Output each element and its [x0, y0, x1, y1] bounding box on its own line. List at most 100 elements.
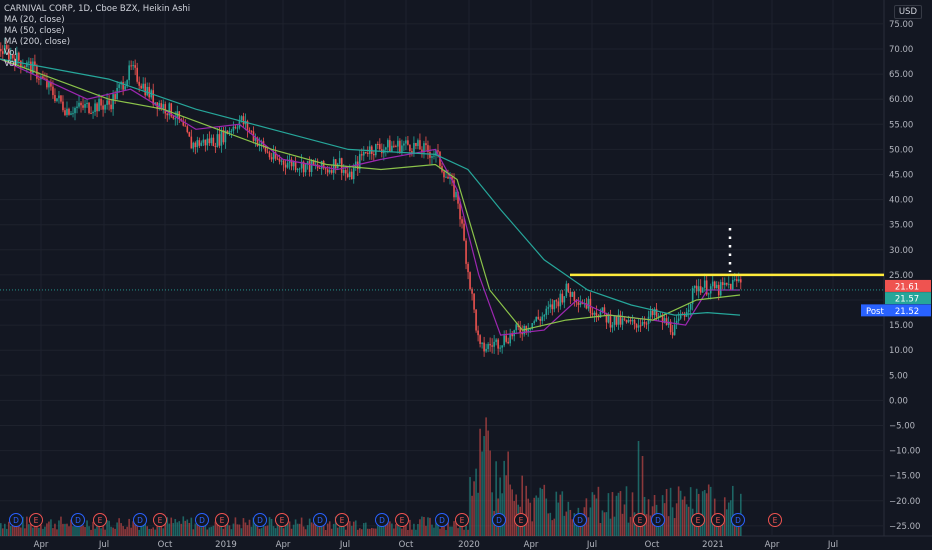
volume-bar — [667, 516, 670, 536]
candle-body — [348, 171, 351, 178]
candle-body — [148, 86, 151, 98]
candle-body — [346, 173, 349, 178]
marker-dividend-circle — [253, 513, 267, 527]
candle-body — [713, 281, 716, 289]
candle-body — [515, 324, 517, 331]
candle-body — [170, 103, 173, 117]
marker-dividend-label: D — [577, 516, 583, 525]
candle-body — [629, 319, 632, 322]
volume-bar — [385, 523, 387, 536]
volume-bar — [254, 524, 257, 536]
marker-dividend-label: D — [735, 516, 741, 525]
volume-bar — [649, 515, 652, 536]
volume-bar — [86, 520, 88, 536]
volume-bar — [485, 417, 487, 536]
currency-label[interactable]: USD — [893, 5, 922, 19]
legend-ma20[interactable]: MA (20, close) — [4, 15, 65, 25]
volume-bar — [168, 523, 171, 536]
volume-bar — [723, 497, 726, 536]
candle-body — [627, 319, 630, 323]
candle-body — [571, 291, 574, 297]
candle-body — [595, 312, 598, 316]
volume-bar — [521, 475, 524, 536]
volume-bar — [669, 487, 672, 536]
volume-bar — [685, 504, 688, 536]
candle-body — [214, 146, 217, 148]
volume-bar — [389, 521, 391, 536]
volume-bar — [535, 495, 538, 536]
volume-bar — [573, 513, 576, 536]
volume-bar — [266, 525, 269, 536]
candle-body — [521, 332, 524, 335]
candle-body — [362, 151, 365, 156]
candle-body — [475, 309, 477, 331]
candle-body — [721, 282, 724, 285]
candle-body — [727, 283, 730, 285]
candle-body — [158, 103, 161, 109]
marker-earnings-label: E — [98, 516, 103, 525]
candle-body — [413, 142, 415, 153]
volume-bar — [334, 516, 337, 536]
volume-bar — [356, 529, 359, 536]
marker-earnings-label: E — [400, 516, 405, 525]
volume-bar — [250, 526, 253, 536]
candle-body — [673, 324, 676, 336]
candle-body — [154, 102, 157, 105]
candle-body — [733, 279, 736, 281]
candle-body — [705, 280, 708, 295]
volume-bar — [429, 517, 431, 536]
x-tick-label: Apr — [765, 540, 780, 550]
volume-bar — [621, 513, 624, 536]
volume-bar — [318, 522, 321, 536]
volume-bar — [106, 520, 108, 536]
legend-vol-1[interactable]: Vol — [4, 48, 17, 58]
volume-bar — [483, 436, 485, 536]
legend-ma50[interactable]: MA (50, close) — [4, 26, 65, 36]
volume-bar — [152, 527, 155, 536]
volume-bar — [443, 522, 445, 536]
volume-bar — [336, 527, 339, 536]
legend-vol-2[interactable]: Vol — [4, 59, 17, 69]
volume-bar — [523, 520, 526, 536]
candle-body — [152, 90, 155, 105]
legend-ma200[interactable]: MA (200, close) — [4, 37, 71, 47]
x-tick-label: Oct — [645, 540, 660, 550]
volume-bar — [218, 525, 221, 536]
volume-bar — [150, 528, 153, 536]
candle-body — [46, 79, 48, 88]
candle-body — [663, 318, 666, 323]
candle-body — [711, 281, 714, 287]
candle-body — [457, 191, 459, 204]
candle-body — [531, 323, 534, 329]
candle-body — [479, 335, 481, 344]
candle-body — [611, 324, 614, 328]
marker-dividend-circle — [375, 513, 389, 527]
candle-body — [194, 142, 197, 148]
candle-body — [230, 130, 233, 132]
volume-bar — [641, 456, 644, 536]
volume-bar — [224, 523, 227, 536]
candle-body — [561, 293, 564, 303]
marker-earnings-circle — [93, 513, 107, 527]
marker-earnings-circle — [335, 513, 349, 527]
candle-body — [200, 142, 203, 146]
candle-body — [220, 130, 223, 146]
volume-bar — [683, 496, 686, 536]
marker-dividend-label: D — [13, 516, 19, 525]
candle-body — [4, 45, 6, 54]
candle-body — [567, 283, 570, 292]
candle-body — [344, 170, 347, 174]
marker-dividend-label: D — [439, 516, 445, 525]
volume-bar — [563, 515, 566, 536]
candle-body — [623, 318, 626, 320]
volume-bar — [20, 527, 22, 536]
volume-bar — [120, 523, 122, 536]
volume-bar — [298, 523, 301, 536]
marker-earnings-circle — [215, 513, 229, 527]
candle-body — [465, 240, 467, 264]
candle-body — [723, 282, 726, 285]
candle-body — [26, 62, 28, 67]
candle-body — [655, 308, 658, 317]
candle-body — [415, 142, 417, 146]
